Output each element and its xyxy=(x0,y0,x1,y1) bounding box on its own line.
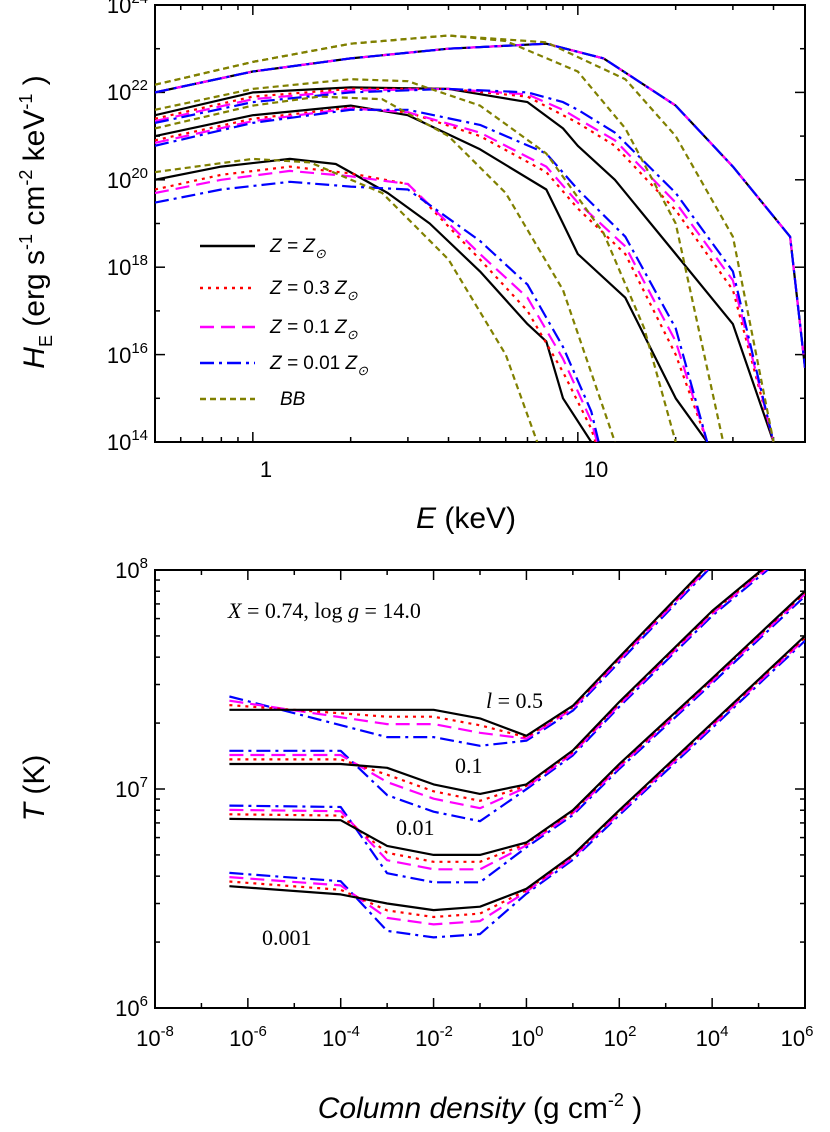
legend-label-0.1: Z = 0.1 Z⊙ xyxy=(269,317,358,342)
bottom-x-tick-label: 104 xyxy=(696,1023,729,1051)
bottom-x-axis-title: Column density (g cm-2 ) xyxy=(318,1090,642,1125)
top-curve xyxy=(155,180,600,442)
top-y-tick-label: 1024 xyxy=(107,0,148,18)
bottom-curve xyxy=(229,570,707,739)
bottom-x-tick-label: 102 xyxy=(604,1023,637,1051)
bottom-x-tick-label: 106 xyxy=(781,1023,814,1051)
bottom-curve xyxy=(229,590,805,857)
bottom-y-tick-label: 106 xyxy=(115,993,148,1021)
top-curve xyxy=(155,78,677,442)
top-curve xyxy=(155,42,805,368)
bottom-curve xyxy=(229,570,770,823)
annotation-l-0.01: 0.01 xyxy=(396,815,435,840)
bottom-curve xyxy=(229,570,764,796)
top-y-tick-label: 1016 xyxy=(107,340,148,368)
bottom-curve xyxy=(229,637,805,926)
bottom-curve xyxy=(229,570,708,740)
top-curve xyxy=(155,169,599,442)
top-y-axis-title: HE (erg s-1 cm-2 keV-1 ) xyxy=(16,75,56,368)
legend-label-solar: Z = Z⊙ xyxy=(269,236,326,261)
top-x-tick-label: 10 xyxy=(584,457,608,482)
bottom-curve xyxy=(229,591,805,863)
bottom-y-axis-title: T (K) xyxy=(18,755,51,822)
top-x-axis-title: E (keV) xyxy=(416,502,516,535)
bottom-x-tick-label: 10-6 xyxy=(229,1023,267,1051)
bottom-chart: 108 107 106 10-8 10-6 10-4 10-2 100 102 … xyxy=(18,555,813,1125)
bottom-x-tick-label: 10-2 xyxy=(415,1023,453,1051)
annotation-params: X = 0.74, log g = 14.0 xyxy=(227,598,421,623)
annotation-l-0.1: 0.1 xyxy=(455,753,483,778)
top-y-tick-label: 1014 xyxy=(107,427,148,455)
top-curve xyxy=(155,108,709,442)
annotation-l-0.001: 0.001 xyxy=(262,925,312,950)
annotation-l-0.5: l = 0.5 xyxy=(486,688,543,713)
top-curve xyxy=(155,34,725,442)
bottom-curve xyxy=(229,570,710,747)
bottom-curve xyxy=(229,570,767,810)
top-curve xyxy=(155,34,775,442)
top-curve xyxy=(155,87,775,442)
top-curve xyxy=(155,157,539,442)
top-x-tick-label: 1 xyxy=(260,457,272,482)
top-curve xyxy=(155,95,616,442)
legend-label-0.3: Z = 0.3 Z⊙ xyxy=(269,278,358,303)
bottom-y-tick-label: 108 xyxy=(115,555,148,583)
legend-label-0.01: Z = 0.01 Z⊙ xyxy=(269,353,368,378)
top-curve xyxy=(155,107,709,442)
bottom-curve xyxy=(229,570,766,802)
bottom-plot-frame xyxy=(154,569,806,1009)
top-y-tick-label: 1018 xyxy=(107,252,148,280)
bottom-curve xyxy=(229,635,805,912)
bottom-curve xyxy=(229,595,805,884)
bottom-ticks xyxy=(154,570,806,1009)
top-curves xyxy=(155,34,805,442)
legend: Z = Z⊙ Z = 0.3 Z⊙ Z = 0.1 Z⊙ Z = 0.01 Z⊙… xyxy=(200,236,368,410)
bottom-x-tick-label: 100 xyxy=(511,1023,544,1051)
bottom-x-tick-label: 10-4 xyxy=(322,1023,360,1051)
top-curve xyxy=(155,104,709,442)
bottom-y-tick-label: 107 xyxy=(115,774,148,802)
top-curve xyxy=(155,106,709,442)
top-y-tick-label: 1020 xyxy=(107,165,148,193)
bottom-curve xyxy=(229,639,805,939)
legend-label-bb: BB xyxy=(280,389,306,410)
bottom-curve xyxy=(229,636,805,919)
top-y-tick-label: 1022 xyxy=(107,77,148,105)
bottom-curve xyxy=(229,570,705,737)
bottom-curves xyxy=(229,570,805,939)
top-curve xyxy=(155,87,775,442)
top-ticks xyxy=(154,4,806,443)
bottom-x-tick-label: 10-8 xyxy=(136,1023,174,1051)
top-curve xyxy=(155,86,775,442)
top-chart: 1024 1022 1020 1018 1016 1014 1 10 E (ke… xyxy=(16,0,806,535)
